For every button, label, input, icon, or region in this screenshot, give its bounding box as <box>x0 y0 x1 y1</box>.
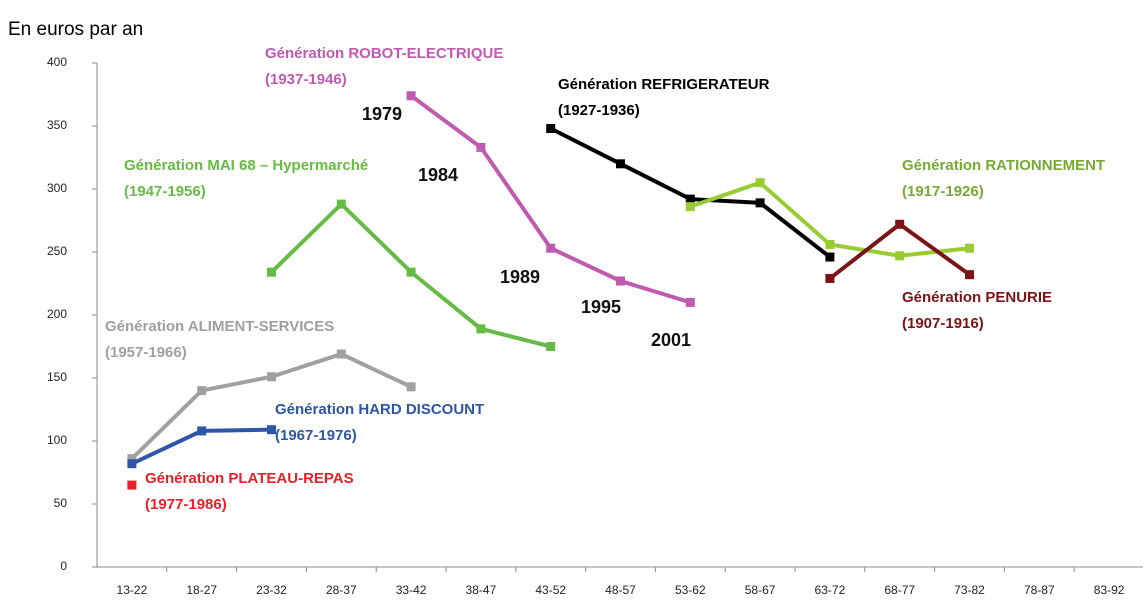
point <box>406 267 416 277</box>
series-years: (1937-1946) <box>265 71 347 88</box>
point <box>546 243 556 253</box>
series-years: (1967-1976) <box>275 427 357 444</box>
point <box>476 324 486 334</box>
y-axis-label: En euros par an <box>8 19 143 40</box>
point <box>965 243 974 253</box>
series-label: Génération MAI 68 – Hypermarché <box>124 157 368 174</box>
point <box>685 202 695 212</box>
annotation: 1989 <box>500 267 540 287</box>
point <box>825 239 835 249</box>
series-label: Génération PENURIE <box>902 289 1052 306</box>
series-label: Génération HARD DISCOUNT <box>275 401 484 418</box>
x-tick-label: 78-87 <box>1024 583 1055 597</box>
point <box>267 267 276 277</box>
x-tick-label: 28-37 <box>326 583 357 597</box>
point <box>476 142 486 152</box>
y-tick-label: 0 <box>60 559 67 573</box>
x-tick-label: 18-27 <box>186 583 217 597</box>
y-tick-label: 50 <box>54 496 68 510</box>
annotation: 1984 <box>418 165 458 185</box>
point <box>127 454 137 464</box>
point <box>406 382 416 392</box>
point <box>825 252 835 262</box>
series-label: Génération PLATEAU-REPAS <box>145 470 354 487</box>
series-label: Génération ALIMENT-SERVICES <box>105 318 334 335</box>
x-tick-label: 58-67 <box>745 583 776 597</box>
point <box>197 386 207 396</box>
x-tick-label: 63-72 <box>815 583 846 597</box>
x-tick-label: 43-52 <box>535 583 566 597</box>
x-tick-label: 38-47 <box>466 583 497 597</box>
y-tick-label: 350 <box>47 118 67 132</box>
point <box>336 349 346 359</box>
point <box>755 198 765 208</box>
series-label: Génération RATIONNEMENT <box>902 157 1105 174</box>
y-tick-label: 100 <box>47 433 67 447</box>
point <box>546 124 556 134</box>
series-years: (1927-1936) <box>558 102 640 119</box>
series-label: Génération REFRIGERATEUR <box>558 76 770 93</box>
point <box>965 270 974 280</box>
x-tick-label: 68-77 <box>884 583 915 597</box>
y-tick-label: 200 <box>47 307 67 321</box>
series-years: (1947-1956) <box>124 183 206 200</box>
point <box>755 178 765 188</box>
series-years: (1977-1986) <box>145 496 227 513</box>
x-tick-label: 13-22 <box>117 583 148 597</box>
y-tick-label: 250 <box>47 244 67 258</box>
annotation: 1995 <box>581 297 621 317</box>
series-years: (1907-1916) <box>902 315 984 332</box>
series-label: Génération ROBOT-ELECTRIQUE <box>265 45 503 62</box>
point <box>895 219 905 229</box>
point <box>197 426 207 436</box>
y-tick-label: 300 <box>47 181 67 195</box>
annotation: 2001 <box>651 330 691 350</box>
x-tick-label: 73-82 <box>954 583 985 597</box>
point <box>546 342 556 351</box>
series-years: (1917-1926) <box>902 183 984 200</box>
x-tick-label: 23-32 <box>256 583 287 597</box>
point <box>895 251 905 261</box>
point <box>267 372 276 382</box>
x-tick-label: 48-57 <box>605 583 636 597</box>
x-tick-label: 53-62 <box>675 583 706 597</box>
series-line <box>549 126 832 259</box>
point <box>685 297 695 307</box>
point <box>685 194 695 204</box>
series-years: (1957-1966) <box>105 344 187 361</box>
y-tick-label: 150 <box>47 370 67 384</box>
point <box>267 425 276 435</box>
point <box>616 159 625 169</box>
x-tick-label: 33-42 <box>396 583 427 597</box>
point <box>616 276 625 286</box>
annotation: 1979 <box>362 104 402 124</box>
point <box>336 199 346 209</box>
x-tick-label: 83-92 <box>1094 583 1125 597</box>
point <box>127 459 137 469</box>
point <box>825 273 835 283</box>
y-tick-label: 400 <box>47 55 67 69</box>
point <box>127 480 137 490</box>
point <box>406 91 416 101</box>
